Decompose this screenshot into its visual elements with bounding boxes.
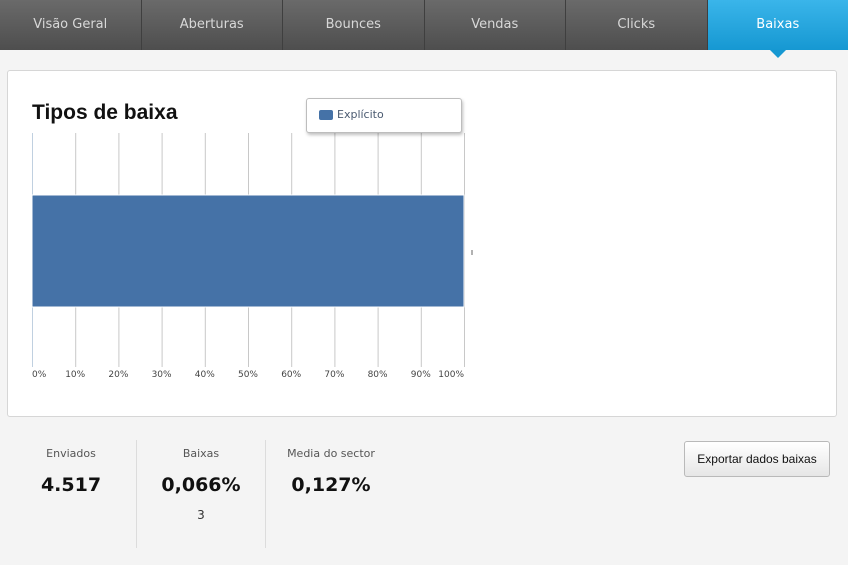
divider <box>265 440 266 548</box>
legend-swatch <box>319 110 333 120</box>
stat-sent-value: 4.517 <box>40 474 102 496</box>
tab-visao-geral[interactable]: Visão Geral <box>0 0 142 50</box>
tab-bounces[interactable]: Bounces <box>283 0 425 50</box>
export-data-button[interactable]: Exportar dados baixas <box>684 441 830 477</box>
x-tick-label: 20% <box>108 370 128 380</box>
stat-sector-label: Media do sector <box>287 447 375 460</box>
stat-unsub-count: 3 <box>197 508 205 522</box>
stat-sector-value: 0,127% <box>291 474 371 496</box>
legend-label-explicito: Explícito <box>337 108 384 121</box>
stat-unsubscribes: Baixas 0,066% 3 <box>145 440 257 548</box>
x-tick-label: 30% <box>152 370 172 380</box>
x-tick-label: 60% <box>281 370 301 380</box>
tab-baixas[interactable]: Baixas <box>707 0 848 50</box>
x-tick-label: 90% <box>411 370 431 380</box>
stat-sent: Enviados 4.517 <box>15 440 127 548</box>
chart-card: 0% 10% 20% 30% 40% 50% 60% 70% 80% 90% 100% Tipos … <box>7 70 837 417</box>
stat-sent-label: Enviados <box>46 447 96 460</box>
x-tick-label: 50% <box>238 370 258 380</box>
tab-bar: Visão Geral Aberturas Bounces Vendas Cli… <box>0 0 848 50</box>
x-tick-label: 10% <box>65 370 85 380</box>
stat-sector-average: Media do sector 0,127% <box>272 440 390 548</box>
tab-clicks[interactable]: Clicks <box>566 0 708 50</box>
tab-vendas[interactable]: Vendas <box>425 0 566 50</box>
x-tick-label: 80% <box>368 370 388 380</box>
stat-unsub-label: Baixas <box>182 447 220 460</box>
divider <box>136 440 137 548</box>
x-tick-label: 0% <box>32 370 47 380</box>
chart-legend[interactable]: Explícito <box>306 98 462 133</box>
chart-title: Tipos de baixa <box>32 101 178 124</box>
stats-panel: Enviados 4.517 Baixas 0,066% 3 Media do … <box>0 440 848 550</box>
x-tick-label: 70% <box>324 370 344 380</box>
x-tick-label: 40% <box>195 370 215 380</box>
tab-aberturas[interactable]: Aberturas <box>142 0 283 50</box>
bar-0 <box>31 194 465 308</box>
chart-area: 0% 10% 20% 30% 40% 50% 60% 70% 80% 90% 100% <box>31 133 473 380</box>
stat-unsub-value: 0,066% <box>161 474 241 496</box>
x-tick-label: 100% <box>438 370 464 380</box>
